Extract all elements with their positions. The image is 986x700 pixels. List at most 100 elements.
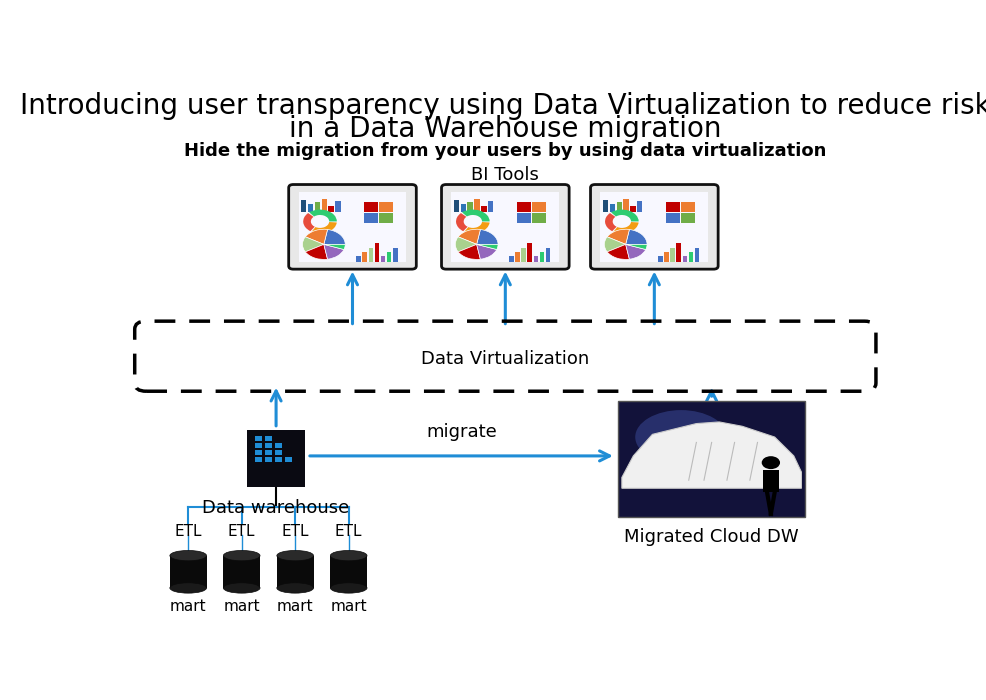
Text: ETL: ETL: [175, 524, 202, 540]
Bar: [467, 202, 473, 212]
Bar: [275, 443, 282, 448]
Bar: [528, 244, 532, 262]
Wedge shape: [323, 244, 345, 249]
Bar: [681, 202, 695, 212]
Bar: [265, 450, 272, 455]
Ellipse shape: [330, 550, 367, 561]
Bar: [381, 256, 386, 262]
Bar: [630, 206, 636, 212]
Bar: [666, 202, 679, 212]
Text: Introducing user transparency using Data Virtualization to reduce risk: Introducing user transparency using Data…: [20, 92, 986, 120]
Wedge shape: [312, 222, 337, 233]
Bar: [637, 201, 643, 212]
Wedge shape: [458, 244, 480, 260]
Bar: [618, 400, 806, 517]
Bar: [474, 199, 480, 212]
Ellipse shape: [170, 583, 206, 593]
Text: mart: mart: [170, 598, 206, 613]
Bar: [509, 256, 514, 262]
Bar: [665, 252, 669, 262]
Bar: [516, 252, 520, 262]
Wedge shape: [462, 209, 490, 221]
Text: Hide the migration from your users by using data virtualization: Hide the migration from your users by us…: [184, 141, 826, 160]
Ellipse shape: [277, 583, 314, 593]
Bar: [299, 192, 406, 262]
Bar: [375, 244, 380, 262]
Bar: [275, 457, 282, 462]
Ellipse shape: [669, 432, 723, 464]
Wedge shape: [604, 237, 626, 252]
Bar: [364, 213, 378, 223]
Wedge shape: [607, 230, 629, 244]
Bar: [255, 436, 262, 441]
Wedge shape: [613, 222, 639, 233]
Bar: [517, 202, 530, 212]
Bar: [335, 201, 340, 212]
Bar: [321, 199, 327, 212]
Bar: [275, 450, 282, 455]
Circle shape: [762, 456, 780, 469]
Bar: [363, 252, 367, 262]
Wedge shape: [464, 222, 490, 233]
Text: mart: mart: [224, 598, 260, 613]
Wedge shape: [458, 230, 480, 244]
Bar: [609, 204, 615, 212]
Bar: [308, 204, 314, 212]
Bar: [488, 201, 493, 212]
Bar: [255, 450, 262, 455]
Text: migrate: migrate: [426, 423, 497, 441]
Bar: [522, 248, 526, 262]
Bar: [277, 556, 314, 588]
Bar: [364, 202, 378, 212]
Text: Migrated Cloud DW: Migrated Cloud DW: [624, 528, 799, 547]
Ellipse shape: [330, 583, 367, 593]
Bar: [330, 556, 367, 588]
Wedge shape: [607, 244, 629, 260]
Bar: [659, 256, 663, 262]
Wedge shape: [306, 244, 327, 260]
Wedge shape: [323, 244, 344, 259]
Wedge shape: [626, 244, 646, 259]
Bar: [763, 470, 779, 492]
Wedge shape: [476, 244, 498, 249]
Wedge shape: [626, 244, 647, 249]
Bar: [666, 213, 679, 223]
Text: ETL: ETL: [281, 524, 309, 540]
Bar: [539, 252, 544, 262]
Bar: [301, 200, 307, 212]
Bar: [517, 213, 530, 223]
Text: BI Tools: BI Tools: [471, 166, 539, 184]
Text: mart: mart: [330, 598, 367, 613]
Text: ETL: ETL: [228, 524, 255, 540]
Ellipse shape: [224, 583, 260, 593]
FancyBboxPatch shape: [442, 185, 569, 269]
Bar: [682, 256, 687, 262]
Bar: [265, 436, 272, 441]
Bar: [695, 248, 699, 262]
Bar: [532, 202, 546, 212]
Bar: [393, 248, 397, 262]
Bar: [670, 248, 675, 262]
Bar: [681, 213, 695, 223]
Bar: [600, 192, 708, 262]
Text: mart: mart: [277, 598, 314, 613]
Bar: [546, 248, 550, 262]
Bar: [532, 213, 546, 223]
Bar: [285, 457, 292, 462]
Polygon shape: [622, 422, 802, 489]
Bar: [170, 556, 206, 588]
Bar: [387, 252, 391, 262]
Wedge shape: [303, 237, 323, 252]
Bar: [533, 256, 538, 262]
Ellipse shape: [635, 410, 727, 464]
Wedge shape: [323, 230, 345, 244]
Bar: [369, 248, 373, 262]
Bar: [481, 206, 487, 212]
Wedge shape: [456, 237, 476, 252]
Ellipse shape: [224, 550, 260, 561]
Bar: [460, 204, 466, 212]
Ellipse shape: [170, 550, 206, 561]
Wedge shape: [306, 230, 327, 244]
Wedge shape: [611, 209, 639, 221]
Bar: [380, 202, 393, 212]
